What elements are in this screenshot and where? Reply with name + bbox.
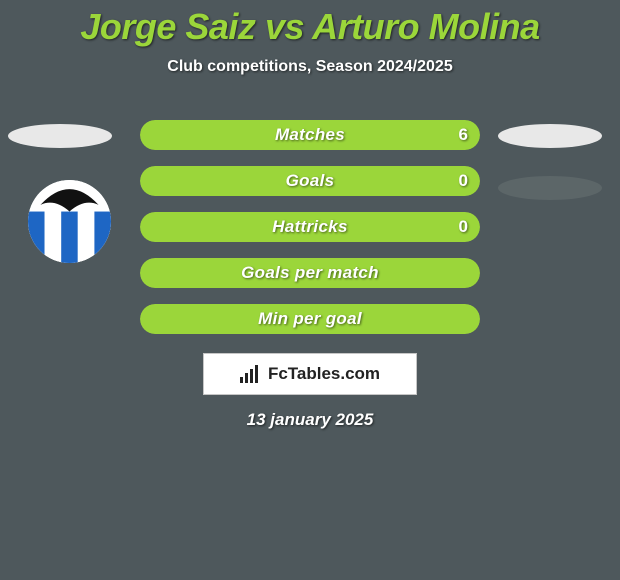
- decorative-ellipse: [8, 124, 112, 148]
- subtitle: Club competitions, Season 2024/2025: [0, 58, 620, 76]
- decorative-ellipse: [498, 176, 602, 200]
- brand-text: FcTables.com: [268, 364, 380, 384]
- date-text: 13 january 2025: [0, 410, 620, 430]
- stat-label: Goals: [140, 166, 480, 196]
- stat-row: Hattricks0: [140, 212, 480, 242]
- player1-name: Jorge Saiz: [80, 6, 255, 47]
- stats-container: Matches6Goals0Hattricks0Goals per matchM…: [140, 120, 480, 350]
- stat-value: 0: [459, 166, 468, 196]
- brand-box[interactable]: FcTables.com: [203, 353, 417, 395]
- stat-label: Matches: [140, 120, 480, 150]
- chart-bars-icon: [240, 365, 262, 383]
- stat-row: Matches6: [140, 120, 480, 150]
- stat-value: 6: [459, 120, 468, 150]
- page-title: Jorge Saiz vs Arturo Molina: [0, 0, 620, 48]
- vs-separator: vs: [255, 6, 312, 47]
- stat-label: Goals per match: [140, 258, 480, 288]
- stat-value: 0: [459, 212, 468, 242]
- club-badge: [28, 180, 111, 263]
- stat-label: Hattricks: [140, 212, 480, 242]
- stat-label: Min per goal: [140, 304, 480, 334]
- decorative-ellipse: [498, 124, 602, 148]
- stat-row: Goals0: [140, 166, 480, 196]
- player2-name: Arturo Molina: [312, 6, 539, 47]
- stat-row: Min per goal: [140, 304, 480, 334]
- stat-row: Goals per match: [140, 258, 480, 288]
- content-root: Jorge Saiz vs Arturo Molina Club competi…: [0, 0, 620, 580]
